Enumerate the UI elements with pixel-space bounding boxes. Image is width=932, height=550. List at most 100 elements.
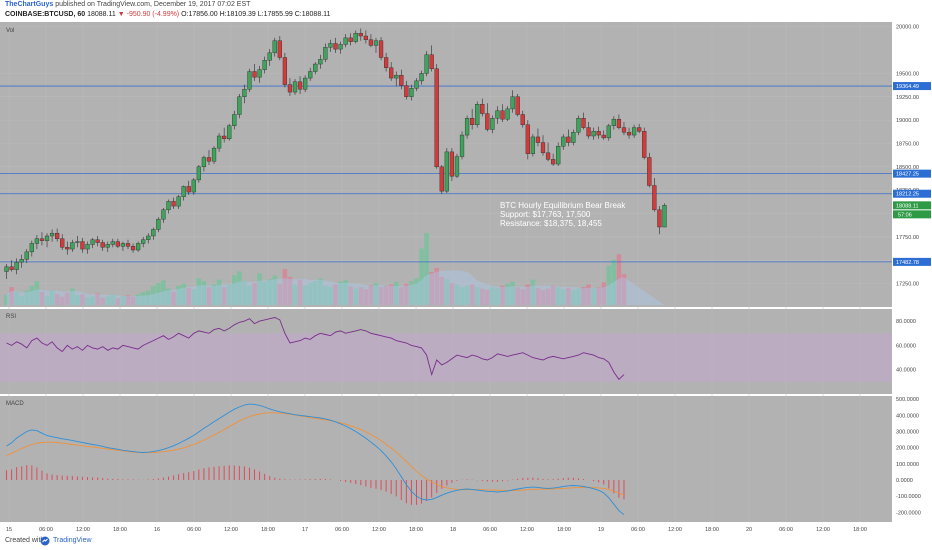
candle xyxy=(434,68,439,168)
candle xyxy=(4,266,9,272)
volume-bar xyxy=(353,288,359,305)
candle xyxy=(161,209,166,220)
candle xyxy=(637,127,642,132)
panel-separator xyxy=(0,307,932,309)
time-tick-label: 16 xyxy=(154,527,160,533)
volume-bar xyxy=(100,297,105,305)
volume-bar xyxy=(272,275,278,305)
candle xyxy=(383,57,389,68)
footer: Created with TradingView xyxy=(0,533,932,550)
price-chart[interactable]: 15 06:00 12:00 18:00 16 06:00 12:00 18:00 17 06:0… xyxy=(0,22,932,533)
candle xyxy=(303,77,308,90)
candle xyxy=(591,131,596,137)
tradingview-brand-link[interactable]: TradingView xyxy=(53,537,92,544)
volume-bar xyxy=(459,287,465,305)
volume-bar xyxy=(338,281,343,305)
volume-bar xyxy=(39,291,45,305)
volume-bar xyxy=(95,293,100,305)
macd-title: MACD xyxy=(6,401,24,407)
volume-bar xyxy=(135,294,141,305)
volume-bar xyxy=(14,291,19,305)
time-tick-label: 15 xyxy=(6,527,12,533)
volume-bar xyxy=(44,296,50,305)
level-label: 18212.25 xyxy=(896,192,919,198)
candle xyxy=(65,246,70,250)
rsi-line xyxy=(6,317,625,381)
volume-bar xyxy=(282,269,288,305)
candle xyxy=(642,131,647,158)
volume-bar xyxy=(206,287,212,305)
volume-bar xyxy=(550,285,556,305)
volume-bar xyxy=(545,288,551,305)
macd-tick-label: 0.0000 xyxy=(896,478,913,484)
volume-bar xyxy=(277,283,283,305)
macd-panel xyxy=(0,396,892,522)
volume-bar xyxy=(378,287,384,305)
candle xyxy=(449,151,455,177)
volume-bar xyxy=(226,284,232,305)
candle xyxy=(652,185,657,211)
volume-bar xyxy=(586,284,591,305)
candle xyxy=(151,229,156,237)
macd-tick-label: -200.0000 xyxy=(896,510,921,516)
candle xyxy=(485,113,490,130)
candle xyxy=(535,136,541,143)
candle xyxy=(313,63,318,72)
candle xyxy=(257,69,262,78)
volume-bar xyxy=(560,289,566,305)
volume-bar xyxy=(500,285,505,305)
rsi-title: RSI xyxy=(6,314,16,320)
candle xyxy=(272,40,277,54)
volume-bar xyxy=(145,290,151,305)
candle xyxy=(44,235,50,241)
time-tick-label: 06:00 xyxy=(39,527,53,533)
time-tick-label: 06:00 xyxy=(187,527,201,533)
candle xyxy=(24,251,29,260)
candle xyxy=(75,241,80,243)
candle xyxy=(181,186,186,197)
volume-bar xyxy=(383,285,389,305)
candle xyxy=(146,235,151,240)
volume-bar xyxy=(399,287,404,305)
candle xyxy=(55,232,60,239)
candle xyxy=(85,244,90,250)
volume-bar xyxy=(221,287,227,305)
candle xyxy=(247,71,252,90)
time-tick-label: 18:00 xyxy=(705,527,719,533)
volume-bar xyxy=(75,295,80,305)
volume-bar xyxy=(156,283,161,305)
macd-line xyxy=(6,403,625,516)
candle xyxy=(125,243,131,247)
rsi-tick-label: 60.0000 xyxy=(896,343,916,349)
candle xyxy=(515,96,520,115)
volume-bar xyxy=(388,284,394,305)
volume-bar xyxy=(312,281,318,305)
annotation-support: Support: $17,763, 17,500 xyxy=(500,210,591,219)
candle xyxy=(662,205,667,228)
candle xyxy=(110,241,115,245)
volume-bar xyxy=(181,283,186,305)
volume-bar xyxy=(414,278,419,305)
volume-bar xyxy=(409,281,414,305)
volume-average-area xyxy=(6,270,665,305)
candle xyxy=(419,73,424,82)
volume-bar xyxy=(19,296,24,305)
candle xyxy=(318,59,323,65)
candle xyxy=(439,166,444,192)
candle xyxy=(135,243,141,251)
candle xyxy=(480,104,485,114)
candle xyxy=(216,135,222,149)
volume-bar xyxy=(171,291,176,305)
candle xyxy=(404,85,409,97)
volume-bar xyxy=(232,275,237,305)
time-tick-label: 06:00 xyxy=(779,527,793,533)
volume-bar xyxy=(505,283,510,305)
down-arrow-icon: ▼ xyxy=(117,11,125,18)
author-link[interactable]: TheChartGuys xyxy=(5,1,54,8)
candle xyxy=(19,259,24,263)
volume-bar xyxy=(328,287,333,305)
candle xyxy=(621,127,627,133)
candle xyxy=(171,201,176,207)
candle xyxy=(343,37,348,45)
price-tick-label: 19500.00 xyxy=(896,71,919,77)
